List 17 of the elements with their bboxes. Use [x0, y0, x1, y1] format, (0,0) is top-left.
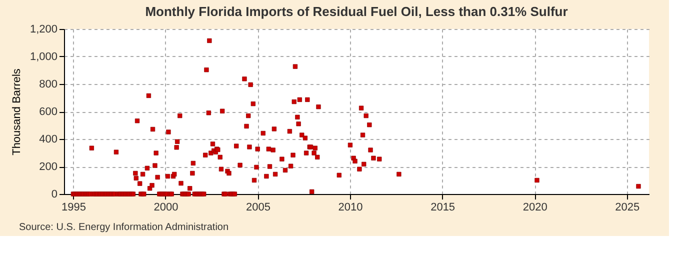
- x-tick-label: 2000: [154, 202, 178, 214]
- chart-title: Monthly Florida Imports of Residual Fuel Oil, Less than 0.31% Sulfur: [145, 4, 568, 19]
- y-tick-label: 400: [39, 134, 58, 146]
- y-tick-label: 0: [51, 188, 58, 200]
- source-note: Source: U.S. Energy Information Administration: [19, 222, 229, 233]
- x-tick-label: 2010: [338, 202, 363, 214]
- x-tick-label: 1995: [61, 202, 86, 214]
- x-tick-label: 2025: [615, 202, 640, 214]
- y-tick-label: 1,000: [30, 51, 58, 63]
- x-tick-label: 2005: [246, 202, 271, 214]
- y-axis-title: Thousand Barrels: [10, 68, 23, 156]
- y-tick-label: 1,200: [30, 24, 58, 36]
- x-tick-label: 2015: [430, 202, 456, 214]
- y-tick-label: 800: [39, 78, 58, 90]
- y-tick-label: 600: [39, 106, 58, 118]
- y-tick-label: 200: [39, 161, 58, 173]
- x-tick-label: 2020: [522, 202, 548, 214]
